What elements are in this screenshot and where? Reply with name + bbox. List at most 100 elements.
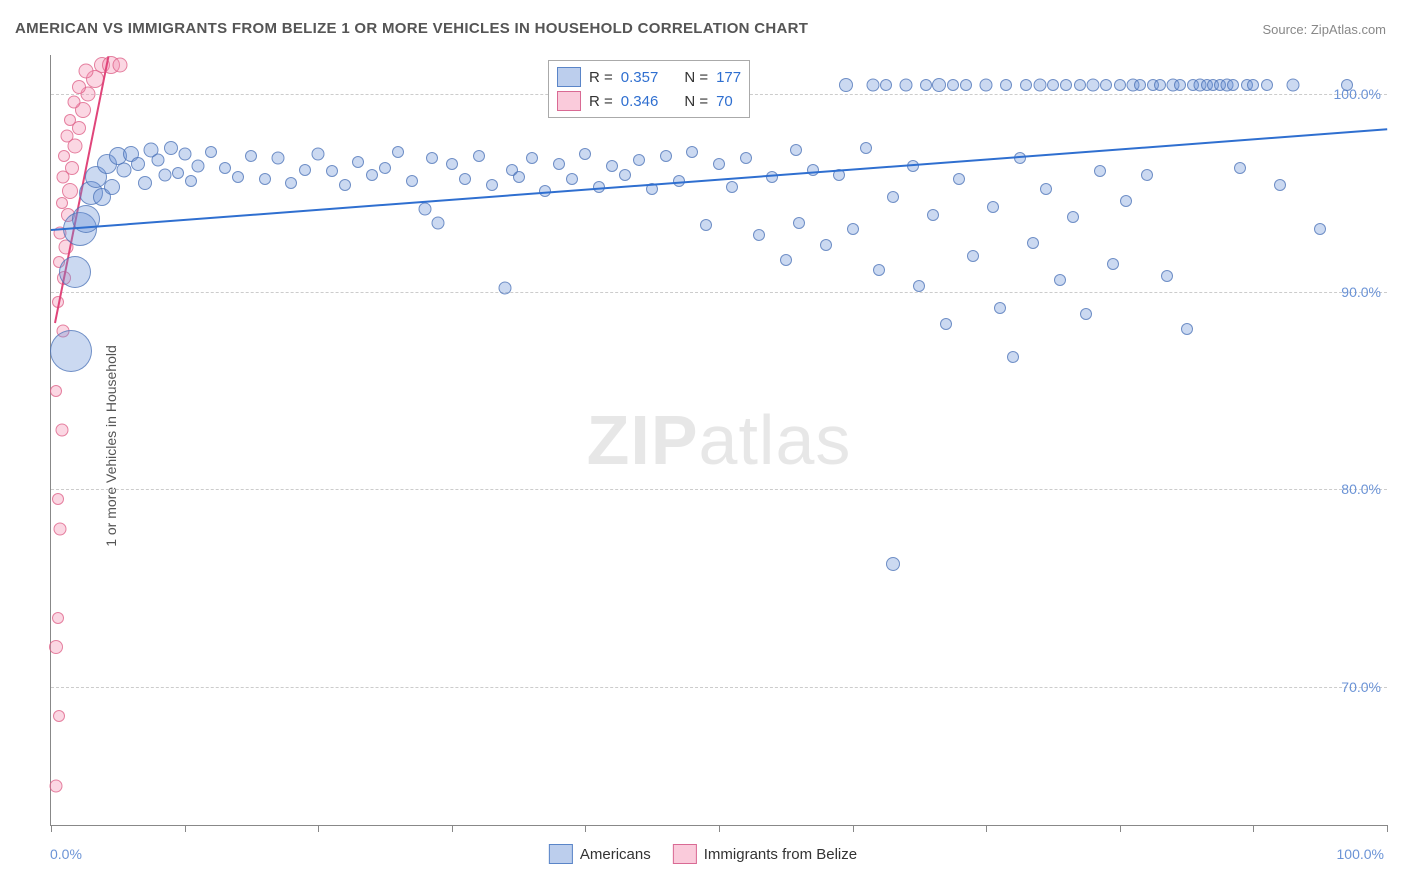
- data-point-pink: [54, 522, 67, 535]
- data-point-blue: [566, 173, 578, 185]
- data-point-blue: [172, 167, 184, 179]
- x-tick: [452, 825, 453, 832]
- data-point-blue: [1154, 79, 1166, 91]
- data-point-blue: [1287, 78, 1300, 91]
- data-point-blue: [553, 158, 565, 170]
- data-point-pink: [50, 779, 63, 792]
- data-point-blue: [1107, 258, 1119, 270]
- stats-box: R =0.357N =177R =0.346N =70: [548, 60, 750, 118]
- data-point-blue: [1341, 79, 1353, 91]
- x-tick: [185, 825, 186, 832]
- data-point-blue: [753, 229, 765, 241]
- data-point-blue: [1060, 79, 1072, 91]
- n-value: 177: [716, 69, 741, 86]
- data-point-blue: [473, 150, 485, 162]
- data-point-pink: [78, 63, 93, 78]
- data-point-blue: [151, 153, 164, 166]
- data-point-blue: [312, 147, 325, 160]
- data-point-blue: [1114, 79, 1126, 91]
- data-point-blue: [920, 79, 932, 91]
- stats-swatch-pink: [557, 91, 581, 111]
- data-point-blue: [932, 78, 946, 92]
- r-label: R =: [589, 69, 613, 86]
- stats-row-blue: R =0.357N =177: [557, 65, 741, 89]
- x-tick: [719, 825, 720, 832]
- data-point-blue: [980, 78, 993, 91]
- gridline-h: [51, 292, 1387, 293]
- data-point-pink: [67, 96, 80, 109]
- data-point-blue: [446, 158, 458, 170]
- x-tick: [986, 825, 987, 832]
- data-point-blue: [713, 158, 725, 170]
- data-point-pink: [65, 161, 79, 175]
- legend-swatch-blue: [549, 844, 573, 864]
- data-point-pink: [50, 385, 62, 397]
- data-point-pink: [58, 150, 70, 162]
- data-point-blue: [1274, 179, 1286, 191]
- data-point-blue: [860, 142, 872, 154]
- data-point-blue: [1040, 183, 1052, 195]
- data-point-pink: [113, 57, 128, 72]
- data-point-blue: [1054, 274, 1066, 286]
- data-point-pink: [49, 640, 63, 654]
- data-point-blue: [994, 302, 1006, 314]
- data-point-blue: [1080, 308, 1092, 320]
- legend-label-americans: Americans: [580, 846, 651, 863]
- legend-item-americans: Americans: [549, 844, 651, 864]
- data-point-blue: [131, 157, 145, 171]
- data-point-blue: [50, 330, 92, 372]
- data-point-blue: [272, 151, 285, 164]
- x-tick: [51, 825, 52, 832]
- data-point-blue: [740, 152, 752, 164]
- data-point-blue: [164, 141, 178, 155]
- data-point-blue: [700, 219, 712, 231]
- data-point-blue: [579, 148, 591, 160]
- stats-swatch-blue: [557, 67, 581, 87]
- data-point-blue: [1033, 78, 1046, 91]
- data-point-blue: [1027, 237, 1039, 249]
- data-point-blue: [352, 156, 364, 168]
- x-tick: [1120, 825, 1121, 832]
- data-point-blue: [339, 179, 351, 191]
- data-point-blue: [406, 175, 418, 187]
- data-point-blue: [245, 150, 257, 162]
- data-point-blue: [104, 179, 120, 195]
- data-point-blue: [432, 216, 445, 229]
- data-point-blue: [1067, 211, 1079, 223]
- data-point-blue: [285, 177, 297, 189]
- data-point-blue: [419, 203, 432, 216]
- data-point-blue: [1120, 195, 1132, 207]
- data-point-blue: [158, 169, 171, 182]
- trendline-blue: [51, 128, 1387, 231]
- data-point-blue: [1020, 79, 1032, 91]
- data-point-blue: [326, 165, 338, 177]
- data-point-blue: [259, 173, 271, 185]
- plot-area: ZIPatlas 70.0%80.0%90.0%100.0%: [50, 55, 1387, 826]
- watermark: ZIPatlas: [587, 400, 852, 480]
- data-point-blue: [1047, 79, 1059, 91]
- data-point-blue: [1314, 223, 1326, 235]
- data-point-blue: [873, 264, 885, 276]
- r-value: 0.346: [621, 93, 659, 110]
- chart-title: AMERICAN VS IMMIGRANTS FROM BELIZE 1 OR …: [15, 20, 808, 37]
- data-point-blue: [1074, 79, 1086, 91]
- chart-source: Source: ZipAtlas.com: [1262, 22, 1386, 37]
- data-point-blue: [987, 201, 999, 213]
- data-point-blue: [59, 256, 91, 288]
- data-point-pink: [55, 424, 68, 437]
- data-point-blue: [1087, 78, 1100, 91]
- gridline-h: [51, 687, 1387, 688]
- y-tick-label: 80.0%: [1341, 481, 1381, 497]
- y-tick-label: 90.0%: [1341, 284, 1381, 300]
- data-point-blue: [191, 159, 204, 172]
- data-point-blue: [766, 171, 778, 183]
- r-label: R =: [589, 93, 613, 110]
- data-point-blue: [178, 147, 191, 160]
- data-point-blue: [606, 160, 618, 172]
- data-point-blue: [1161, 270, 1173, 282]
- data-point-blue: [366, 169, 378, 181]
- legend-swatch-pink: [673, 844, 697, 864]
- data-point-blue: [726, 181, 738, 193]
- data-point-blue: [232, 171, 244, 183]
- data-point-blue: [839, 78, 853, 92]
